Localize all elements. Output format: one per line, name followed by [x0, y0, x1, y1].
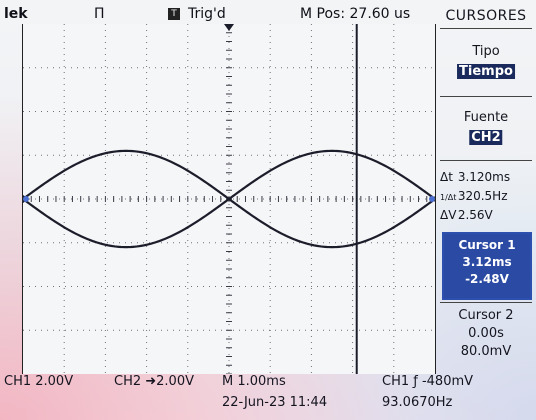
- source-label: Fuente: [463, 110, 509, 125]
- delta-time-value: 3.120ms: [457, 170, 511, 184]
- trigger-position-marker: [224, 24, 234, 31]
- menu-divider: [440, 160, 532, 161]
- inverse-delta-readout: 1/Δt 320.5Hz: [440, 189, 508, 203]
- scale-readout-bar: CH1 2.00V CH2 ➜2.00V M 1.00ms CH1 ƒ -480…: [0, 372, 473, 420]
- cursor-side-menu: CURSORES Tipo Tiempo Fuente CH2 Δt 3.120…: [436, 0, 536, 420]
- brand-logo: lek: [4, 6, 28, 22]
- trigger-icon: T: [168, 8, 180, 20]
- ch2-scale: CH2 ➜2.00V: [114, 374, 194, 389]
- status-bar: lek Π T Trig'd M Pos: 27.60 us: [0, 0, 430, 26]
- type-label: Tipo: [472, 44, 500, 59]
- timebase-readout: M 1.00ms: [222, 374, 286, 389]
- main-position-readout: M Pos: 27.60 us: [300, 6, 411, 22]
- delta-voltage-symbol: ΔV: [440, 208, 457, 222]
- cursor1-button[interactable]: Cursor 1 3.12ms -2.48V: [442, 232, 532, 300]
- menu-title: CURSORES: [445, 8, 527, 24]
- waveform-trace-2: [23, 149, 435, 249]
- cursor1-time: 3.12ms: [462, 255, 512, 269]
- ch1-scale: CH1 2.00V: [4, 374, 74, 389]
- waveform-display: [22, 24, 436, 374]
- waveform-plot: [23, 24, 435, 374]
- source-value-button[interactable]: CH2: [469, 130, 503, 145]
- trace-left-marker: [23, 196, 29, 202]
- cursor1-label: Cursor 1: [458, 238, 516, 252]
- menu-divider: [440, 28, 532, 29]
- inverse-delta-symbol: 1/Δt: [440, 193, 457, 202]
- delta-time-readout: Δt 3.120ms: [440, 170, 510, 184]
- cursor1-voltage: -2.48V: [465, 272, 509, 286]
- delta-time-symbol: Δt: [440, 170, 453, 184]
- menu-divider: [440, 302, 532, 303]
- type-value-button[interactable]: Tiempo: [457, 64, 515, 79]
- delta-voltage-readout: ΔV 2.56V: [440, 208, 493, 222]
- cursor2-label[interactable]: Cursor 2: [458, 308, 514, 323]
- datetime-readout: 22-Jun-23 11:44: [222, 395, 328, 410]
- trigger-status: Trig'd: [188, 6, 226, 22]
- cursor2-voltage: 80.0mV: [460, 344, 512, 359]
- trigger-readout: CH1 ƒ -480mV: [382, 374, 474, 389]
- delta-voltage-value: 2.56V: [457, 208, 493, 222]
- trace-right-marker: [429, 196, 435, 202]
- inverse-delta-value: 320.5Hz: [457, 189, 508, 203]
- menu-divider: [440, 96, 532, 97]
- frequency-readout: 93.0670Hz: [382, 395, 453, 410]
- cursor2-time: 0.00s: [468, 326, 504, 341]
- run-state-indicator: Π: [94, 6, 105, 22]
